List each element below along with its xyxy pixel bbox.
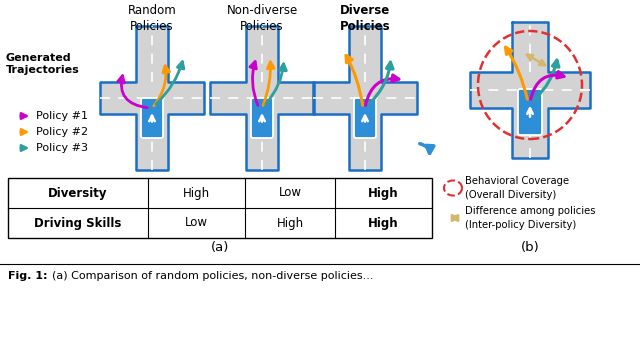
Text: (a): (a) <box>211 241 229 254</box>
Bar <box>136 26 168 170</box>
Text: Policy #3: Policy #3 <box>36 143 88 153</box>
Bar <box>8 178 432 238</box>
Text: Policy #1: Policy #1 <box>36 111 88 121</box>
FancyBboxPatch shape <box>251 98 273 138</box>
Text: Driving Skills: Driving Skills <box>35 216 122 230</box>
Text: Low: Low <box>278 187 301 200</box>
Bar <box>246 26 278 170</box>
Text: Fig. 1:: Fig. 1: <box>8 271 47 281</box>
Text: High: High <box>276 216 303 230</box>
Text: Non-diverse
Policies: Non-diverse Policies <box>227 4 298 33</box>
Bar <box>512 22 548 158</box>
Text: Diverse
Policies: Diverse Policies <box>340 4 390 33</box>
Text: High: High <box>368 216 399 230</box>
FancyBboxPatch shape <box>354 98 376 138</box>
Text: (a) Comparison of random policies, non-diverse policies...: (a) Comparison of random policies, non-d… <box>52 271 374 281</box>
Text: Behavioral Coverage
(Overall Diversity): Behavioral Coverage (Overall Diversity) <box>465 176 569 200</box>
Bar <box>349 26 381 170</box>
FancyBboxPatch shape <box>518 89 542 135</box>
Text: Generated
Trajectories: Generated Trajectories <box>6 53 80 75</box>
Text: Low: Low <box>185 216 208 230</box>
Bar <box>100 82 204 114</box>
Bar <box>210 82 314 114</box>
Text: High: High <box>368 187 399 200</box>
FancyBboxPatch shape <box>141 98 163 138</box>
Bar <box>470 72 590 108</box>
Text: Diversity: Diversity <box>48 187 108 200</box>
Text: Random
Policies: Random Policies <box>127 4 177 33</box>
Text: (b): (b) <box>520 241 540 254</box>
Text: Policy #2: Policy #2 <box>36 127 88 137</box>
Bar <box>313 82 417 114</box>
Text: High: High <box>183 187 210 200</box>
Text: Difference among policies
(Inter-policy Diversity): Difference among policies (Inter-policy … <box>465 206 595 230</box>
